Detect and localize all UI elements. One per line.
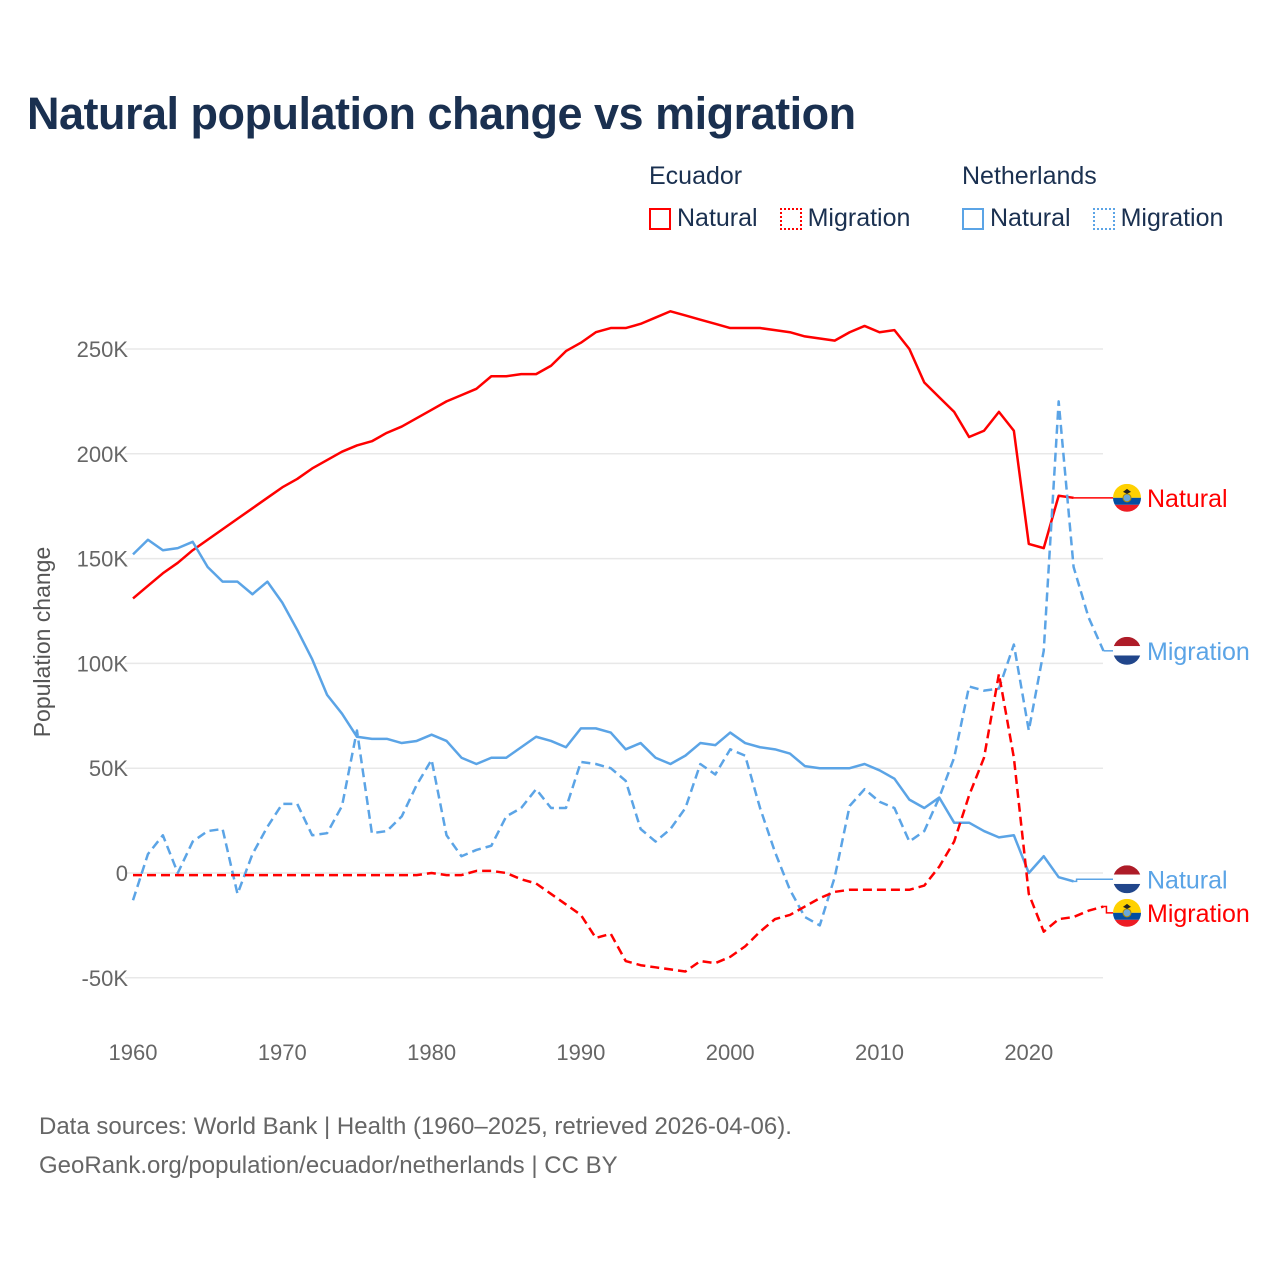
legend-group-netherlands: Netherlands — [962, 162, 1097, 190]
legend-label: Migration — [807, 204, 911, 232]
legend-netherlands-migration[interactable]: Migration — [1092, 204, 1224, 233]
x-tick-label: 2020 — [1004, 1040, 1053, 1065]
end-label-ecuador-natural: Natural — [1147, 485, 1228, 513]
x-tick-label: 1970 — [258, 1040, 307, 1065]
y-tick-label: 250K — [77, 337, 129, 362]
end-label-netherlands-migration: Migration — [1147, 638, 1250, 666]
ecuador-flag-icon — [1113, 898, 1141, 927]
netherlands-flag-icon — [1113, 865, 1141, 894]
legend-ecuador-migration[interactable]: Migration — [779, 204, 911, 233]
legend-label: Natural — [677, 204, 758, 232]
series-line-netherlands-migration — [131, 400, 1105, 927]
x-tick-label: 2010 — [855, 1040, 904, 1065]
legend-netherlands-natural[interactable]: Natural — [962, 204, 1071, 233]
dotted-swatch-icon — [1092, 207, 1115, 230]
legend-label: Migration — [1120, 204, 1224, 232]
legend-ecuador-natural[interactable]: Natural — [649, 204, 758, 233]
footer: Data sources: World Bank | Health (1960–… — [39, 1107, 792, 1185]
x-tick-label: 2000 — [706, 1040, 755, 1065]
solid-swatch-icon — [962, 207, 984, 230]
ecuador-flag-icon — [1113, 483, 1141, 512]
y-tick-label: 0 — [116, 861, 128, 886]
y-tick-label: 150K — [77, 547, 129, 572]
chart-title: Natural population change vs migration — [27, 88, 856, 139]
y-tick-label: -50K — [82, 966, 129, 991]
footer-sources: Data sources: World Bank | Health (1960–… — [39, 1113, 792, 1140]
legend-group-ecuador: Ecuador — [649, 162, 743, 190]
solid-swatch-icon — [649, 207, 671, 230]
x-tick-label: 1960 — [109, 1040, 158, 1065]
footer-link[interactable]: GeoRank.org/population/ecuador/netherlan… — [39, 1152, 618, 1179]
y-axis-label: Population change — [29, 547, 55, 738]
legend-items-ecuador: Natural Migration — [649, 204, 910, 233]
legend-label: Natural — [990, 204, 1071, 232]
series-line-netherlands-natural — [132, 538, 1074, 883]
x-tick-label: 1980 — [407, 1040, 456, 1065]
x-tick-label: 1990 — [556, 1040, 605, 1065]
end-label-netherlands-natural: Natural — [1147, 866, 1228, 894]
end-label-ecuador-migration: Migration — [1147, 900, 1250, 928]
label-connector — [1103, 905, 1113, 914]
y-tick-label: 100K — [77, 651, 129, 676]
legend-items-netherlands: Natural Migration — [962, 204, 1223, 233]
label-connector — [1073, 878, 1113, 883]
netherlands-flag-icon — [1113, 636, 1141, 665]
series-line-ecuador-migration — [133, 672, 1104, 973]
dotted-swatch-icon — [779, 207, 802, 230]
y-tick-label: 200K — [77, 442, 129, 467]
series-line-ecuador-natural — [132, 310, 1074, 600]
y-tick-label: 50K — [89, 756, 128, 781]
